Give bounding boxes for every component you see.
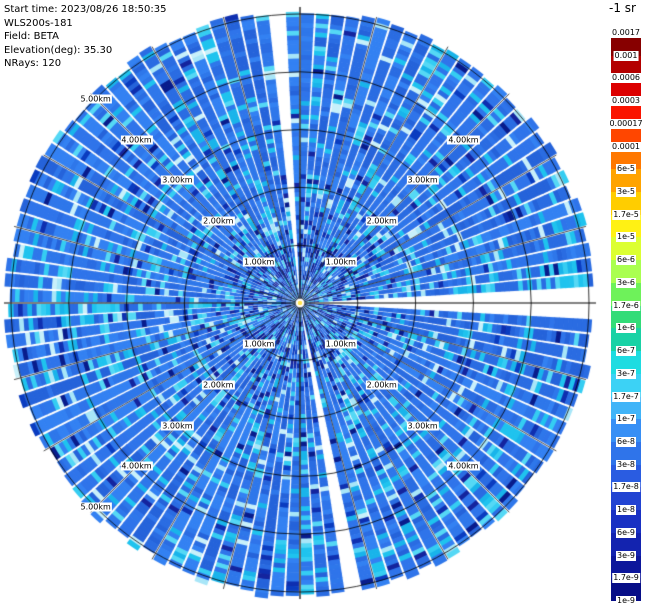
colorbar-tick-label: 1.7e-5 [612, 209, 640, 220]
colorbar-tick-label: 6e-7 [616, 346, 636, 357]
elevation-label: Elevation(deg): 35.30 [4, 44, 113, 56]
colorbar-tick-label: 6e-9 [616, 527, 636, 538]
range-ring-label: 4.00km [447, 135, 480, 145]
colorbar-segment [611, 169, 641, 193]
range-ring-label: 3.00km [406, 175, 439, 185]
colorbar-segment [611, 396, 641, 420]
range-ring-label: 4.00km [447, 461, 480, 471]
colorbar-segment [611, 555, 641, 579]
scan-info-block: Start time: 2023/08/26 18:50:35 WLS200s-… [4, 3, 166, 71]
colorbar-tick-label: 1e-9 [616, 596, 636, 606]
range-ring-label: 1.00km [324, 257, 357, 267]
colorbar-segment [611, 192, 641, 216]
colorbar-tick-label: 1e-6 [616, 323, 636, 334]
colorbar-segment [611, 510, 641, 534]
range-ring-label: 3.00km [161, 421, 194, 431]
colorbar-segment [611, 33, 641, 57]
colorbar-tick-label: 1e-8 [616, 505, 636, 516]
colorbar-segment [611, 578, 641, 602]
colorbar-segment [611, 351, 641, 375]
colorbar-tick-label: 1e-5 [616, 232, 636, 243]
colorbar-segment [611, 373, 641, 398]
range-ring-label: 3.00km [406, 421, 439, 431]
nrays-label: NRays: 120 [4, 58, 62, 70]
colorbar-segment [611, 55, 641, 79]
colorbar-segment [611, 441, 641, 466]
colorbar-tick-label: 1.7e-6 [612, 300, 640, 311]
range-ring-label: 1.00km [243, 257, 276, 267]
colorbar-tick-label: 6e-6 [616, 255, 636, 266]
colorbar-tick-label: 3e-6 [616, 277, 636, 288]
colorbar-segment [611, 260, 641, 284]
instrument-label: WLS200s-181 [4, 17, 73, 29]
colorbar-segment [611, 123, 641, 148]
range-ring-label: 3.00km [161, 175, 194, 185]
colorbar-tick-label: 1.7e-7 [612, 391, 640, 402]
colorbar-tick-label: 3e-7 [616, 368, 636, 379]
colorbar-tick-label: 3e-8 [616, 459, 636, 470]
colorbar-segment [611, 78, 641, 102]
colorbar-segment [611, 532, 641, 557]
colorbar-segment [611, 328, 641, 352]
colorbar-tick-label: 6e-5 [616, 164, 636, 175]
colorbar-tick-label: 3e-5 [616, 187, 636, 198]
colorbar-tick-label: 0.0003 [611, 96, 641, 107]
colorbar-segment [611, 487, 641, 511]
range-ring-label: 2.00km [365, 216, 398, 226]
range-ring-label: 5.00km [79, 94, 112, 104]
colorbar-tick-label: 0.00017 [608, 118, 644, 129]
colorbar-segment [611, 101, 641, 125]
colorbar: 0.0017 0.001 0.0006 0.0003 0.00017 0.0001 6e-5… [608, 28, 644, 606]
range-ring-label: 2.00km [202, 216, 235, 226]
colorbar-tick-label: 3e-9 [616, 550, 636, 561]
range-ring-label: 1.00km [324, 339, 357, 349]
start-time-label: Start time: 2023/08/26 18:50:35 [4, 4, 167, 15]
range-ring-label: 2.00km [365, 380, 398, 390]
colorbar-segment [611, 305, 641, 329]
colorbar-segment [611, 214, 641, 238]
range-ring-label: 4.00km [120, 461, 153, 471]
colorbar-tick-label: 1.7e-9 [612, 573, 640, 584]
colorbar-tick-label: 1e-7 [616, 414, 636, 425]
colorbar-segment [611, 237, 641, 261]
colorbar-tick-label: 6e-8 [616, 436, 636, 447]
colorbar-segment [611, 282, 641, 307]
colorbar-tick-label: 0.0006 [611, 73, 641, 84]
colorbar-tick-label: 0.001 [613, 50, 639, 61]
colorbar-segment [611, 419, 641, 443]
colorbar-tick-label: 0.0001 [611, 141, 641, 152]
colorbar-unit-label: -1 sr [609, 1, 636, 15]
range-ring-label: 1.00km [243, 339, 276, 349]
range-ring-label: 5.00km [79, 502, 112, 512]
colorbar-segment [611, 464, 641, 488]
field-label: Field: BETA [4, 31, 59, 43]
colorbar-tick-label: 0.0017 [611, 28, 641, 38]
range-ring-label: 2.00km [202, 380, 235, 390]
colorbar-tick-label: 1.7e-8 [612, 482, 640, 493]
range-ring-label: 4.00km [120, 135, 153, 145]
colorbar-segment [611, 146, 641, 170]
